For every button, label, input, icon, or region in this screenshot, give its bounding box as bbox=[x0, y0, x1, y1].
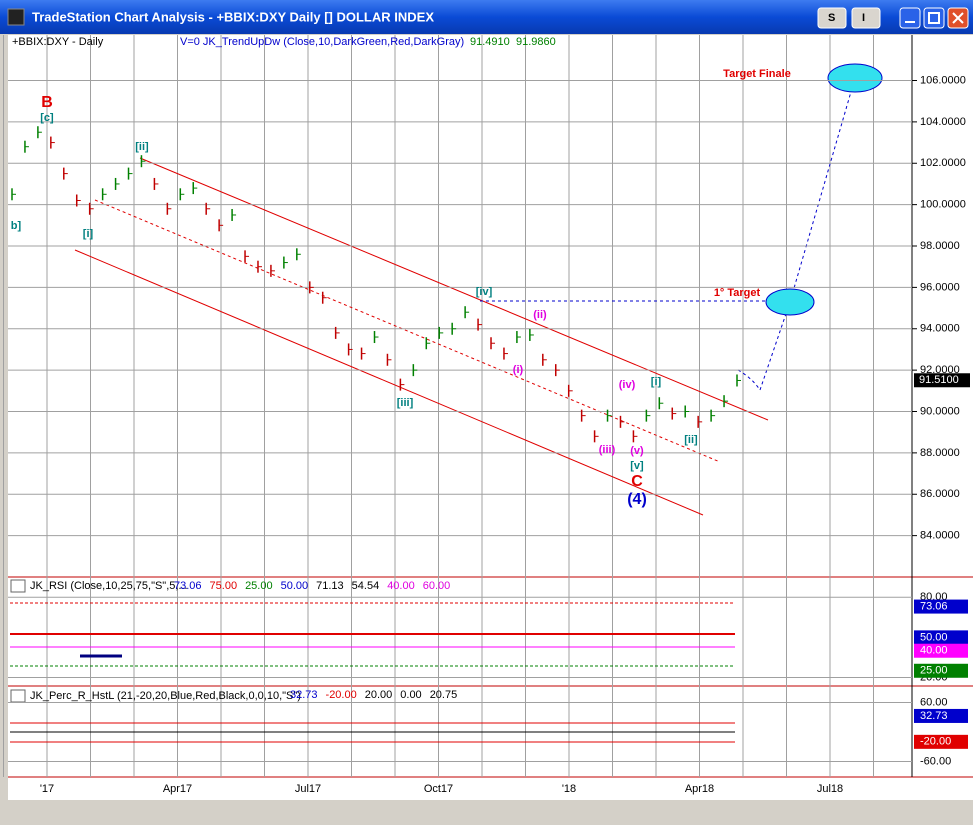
y-tick-label: 102.0000 bbox=[920, 157, 966, 169]
symbol-label: +BBIX:DXY - Daily bbox=[12, 36, 104, 48]
wave-label: (ii) bbox=[533, 309, 547, 321]
x-tick-label: Jul18 bbox=[817, 783, 843, 795]
wave-label: [iii] bbox=[397, 397, 414, 409]
value-tag bbox=[914, 643, 968, 658]
header-value: 20.75 bbox=[430, 689, 458, 701]
wave-label: [v] bbox=[630, 460, 644, 472]
title-bar bbox=[0, 0, 973, 34]
value-tag bbox=[914, 708, 968, 723]
x-tick-label: '17 bbox=[40, 783, 54, 795]
s-button[interactable] bbox=[817, 7, 847, 29]
wave-label: (i) bbox=[513, 364, 524, 376]
header-value: 50.00 bbox=[281, 580, 309, 592]
header-value: 32.73 bbox=[290, 689, 318, 701]
y-tick-label: 86.0000 bbox=[920, 488, 960, 500]
x-tick-label: Apr17 bbox=[163, 783, 192, 795]
x-tick-label: Apr18 bbox=[685, 783, 714, 795]
channel-mid bbox=[94, 199, 721, 463]
value-tag bbox=[914, 599, 968, 614]
wave-label: [c] bbox=[40, 112, 54, 124]
wave-label: [iv] bbox=[476, 286, 493, 298]
wave-label: Target Finale bbox=[723, 68, 791, 80]
y-tick-label: 104.0000 bbox=[920, 116, 966, 128]
value-tag bbox=[914, 630, 968, 645]
wave-label: (v) bbox=[630, 445, 644, 457]
last-price-label: 91.5100 bbox=[919, 374, 959, 386]
y-tick-label: 96.0000 bbox=[920, 281, 960, 293]
projection bbox=[737, 77, 856, 392]
window-title: TradeStation Chart Analysis - +BBIX:DXY … bbox=[32, 9, 434, 24]
percr-header: JK_Perc_R_HstL (21,-20,20,Blue,Red,Black… bbox=[30, 690, 301, 702]
header-value: 0.00 bbox=[400, 689, 421, 701]
last-price-tag bbox=[914, 373, 970, 388]
y-tick-label: 100.0000 bbox=[920, 199, 966, 211]
x-tick-label: Jul17 bbox=[295, 783, 321, 795]
y-tick-label: 92.0000 bbox=[920, 364, 960, 376]
rsi-header: JK_RSI (Close,10,25,75,"S",5,... bbox=[30, 580, 188, 592]
wave-label: C bbox=[631, 473, 643, 490]
y-tick-label: 88.0000 bbox=[920, 447, 960, 459]
maximize-button[interactable] bbox=[923, 7, 945, 29]
wave-label: [i] bbox=[83, 228, 94, 240]
plot-area bbox=[8, 35, 912, 777]
month-grid bbox=[3, 35, 874, 777]
value-tag-label: -20.00 bbox=[920, 736, 951, 748]
value-tag-label: 40.00 bbox=[920, 645, 948, 657]
header-value: 20.00 bbox=[365, 689, 393, 701]
value-tag bbox=[914, 663, 968, 678]
date-axis-area bbox=[8, 777, 973, 800]
target-ellipse bbox=[827, 63, 883, 93]
y-tick-label: 84.0000 bbox=[920, 530, 960, 542]
indicator-levels bbox=[10, 602, 735, 743]
panel-icon bbox=[10, 579, 26, 593]
header-value: 73.06 bbox=[174, 580, 202, 592]
value-tag-label: 73.06 bbox=[920, 600, 948, 612]
y-tick-label: 94.0000 bbox=[920, 323, 960, 335]
x-tick-label: '18 bbox=[562, 783, 576, 795]
app-icon bbox=[7, 8, 25, 26]
y-tick-label: 60.00 bbox=[920, 696, 948, 708]
y-tick-label: -60.00 bbox=[920, 755, 951, 767]
header-value: 40.00 bbox=[387, 580, 415, 592]
wave-label: B bbox=[41, 94, 53, 111]
wave-label: [ii] bbox=[684, 434, 698, 446]
target-ellipse bbox=[765, 288, 815, 316]
y-tick-label: 106.0000 bbox=[920, 74, 966, 86]
header-value: 75.00 bbox=[210, 580, 238, 592]
window-button-icons bbox=[905, 12, 964, 24]
header-value: -20.00 bbox=[326, 689, 357, 701]
channel-lines bbox=[74, 63, 883, 516]
channel-lower bbox=[74, 249, 704, 516]
wave-label: 1° Target bbox=[714, 287, 761, 299]
wave-label: (iii) bbox=[599, 444, 616, 456]
wave-label: [ii] bbox=[135, 141, 149, 153]
header-value: 60.00 bbox=[423, 580, 451, 592]
wave-label: (iv) bbox=[619, 379, 636, 391]
minimize-button[interactable] bbox=[899, 7, 921, 29]
study-value: 91.9860 bbox=[516, 36, 556, 48]
y-tick-label: 98.0000 bbox=[920, 240, 960, 252]
study-value: 91.4910 bbox=[470, 36, 510, 48]
s-button-label: S bbox=[828, 12, 835, 24]
i-button[interactable] bbox=[851, 7, 881, 29]
value-tag bbox=[914, 734, 968, 749]
value-tag-label: 32.73 bbox=[920, 710, 948, 722]
wave-label: (4) bbox=[627, 491, 647, 508]
header-value: 71.13 bbox=[316, 580, 344, 592]
x-tick-label: Oct17 bbox=[424, 783, 453, 795]
value-tag-label: 25.00 bbox=[920, 665, 948, 677]
study-label: V=0 JK_TrendUpDw (Close,10,DarkGreen,Red… bbox=[180, 36, 464, 48]
channel-upper bbox=[139, 157, 769, 421]
header-value: 54.54 bbox=[352, 580, 380, 592]
wave-label: [i] bbox=[651, 376, 662, 388]
header-value: 25.00 bbox=[245, 580, 273, 592]
panel-icon bbox=[10, 689, 26, 703]
wave-label: b] bbox=[11, 220, 22, 232]
value-tag-label: 50.00 bbox=[920, 631, 948, 643]
y-tick-label: 90.0000 bbox=[920, 405, 960, 417]
i-button-label: I bbox=[862, 12, 865, 24]
